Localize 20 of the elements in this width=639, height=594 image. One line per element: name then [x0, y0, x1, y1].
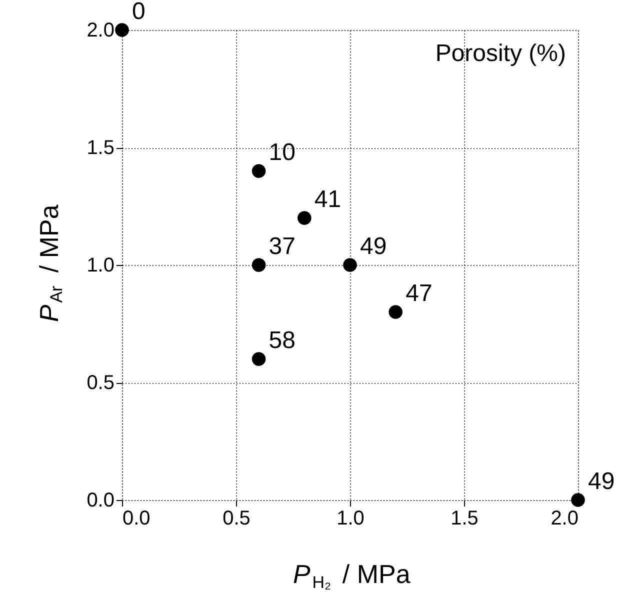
- annotation: 0: [132, 0, 146, 25]
- annotation: 58: [268, 327, 296, 354]
- annotation: 41: [314, 186, 342, 213]
- annotation: 49: [588, 468, 615, 495]
- x-tick-label: 0.5: [222, 508, 250, 530]
- x-tick-label: 0.0: [122, 508, 150, 530]
- x-tick-label: 2.0: [550, 508, 578, 530]
- x-tick-label: 1.5: [450, 508, 478, 530]
- y-tick-label: 1.0: [86, 254, 114, 276]
- annotation: 37: [268, 233, 296, 260]
- annotation: Porosity (%): [435, 40, 566, 67]
- y-tick-label: 0.0: [86, 490, 114, 512]
- y-axis-title: PAr / MPa: [34, 204, 66, 322]
- y-tick-label: 2.0: [86, 20, 114, 42]
- y-tick-label: 0.5: [86, 372, 114, 394]
- x-tick-label: 1.0: [336, 508, 364, 530]
- annotation: 49: [360, 233, 387, 260]
- y-tick-label: 1.5: [86, 137, 114, 159]
- annotation: 47: [406, 280, 432, 307]
- annotation: 10: [268, 139, 296, 166]
